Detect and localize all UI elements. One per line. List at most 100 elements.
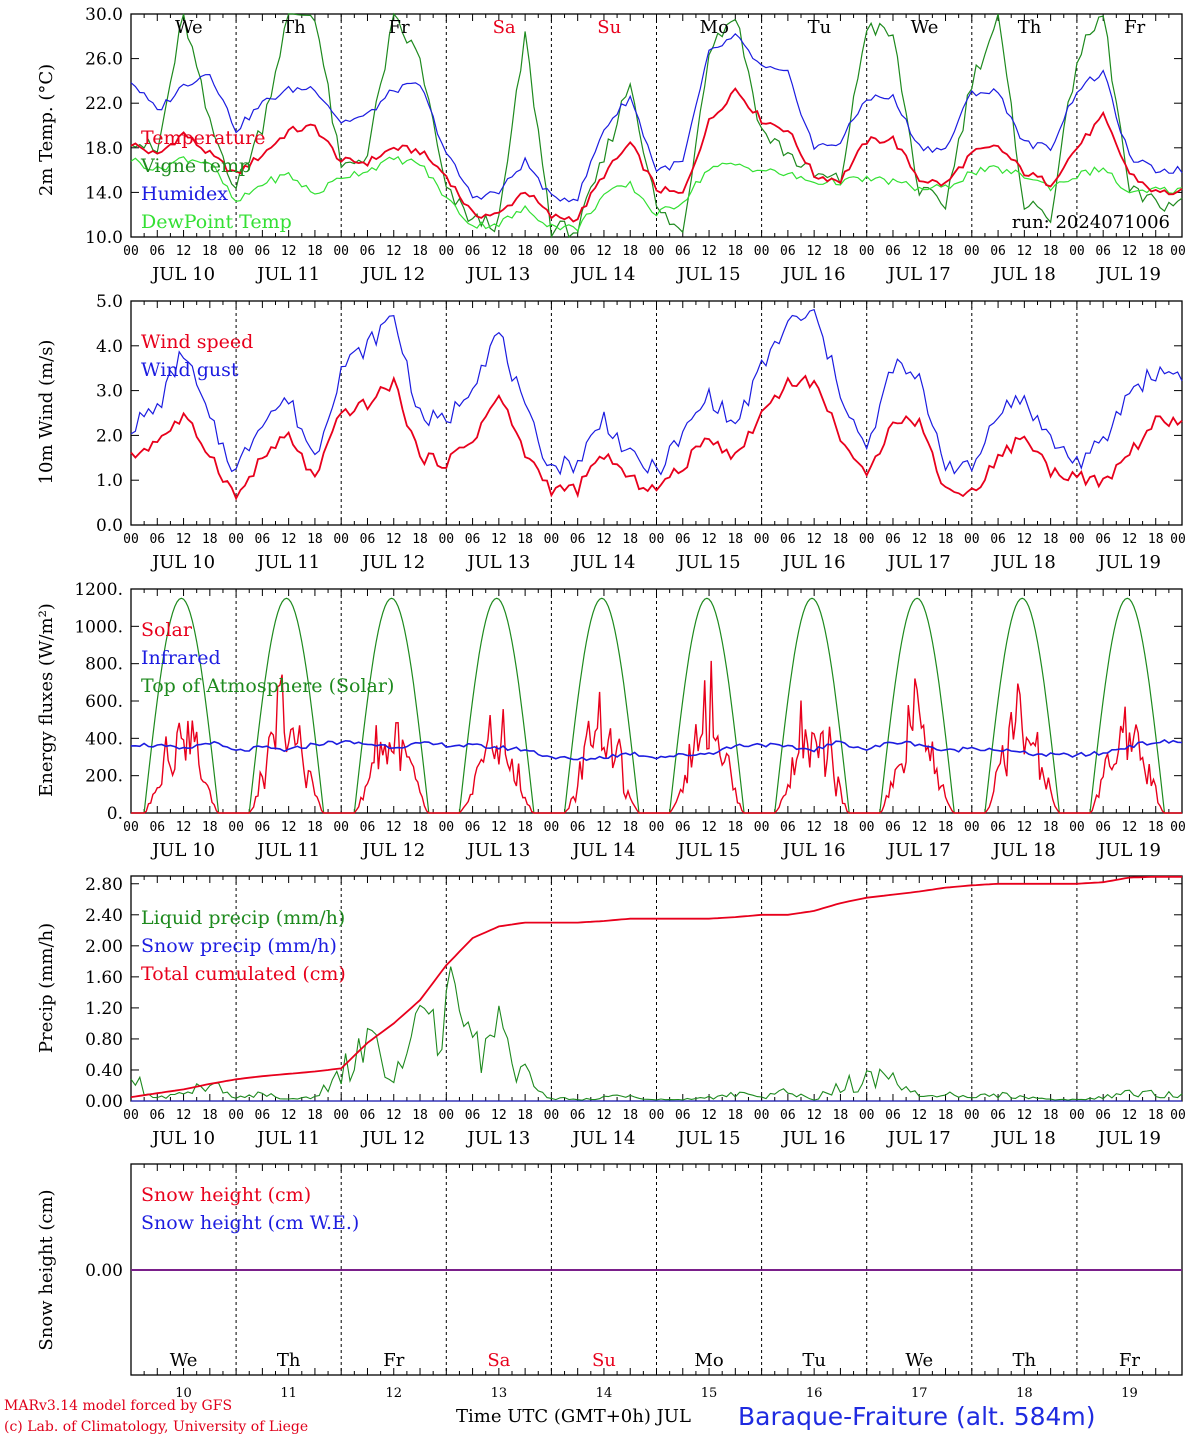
time-axis-label: Time UTC (GMT+0h) JUL (456, 1406, 691, 1427)
hour-tick-label: 00 (754, 532, 770, 547)
hour-tick-label: 12 (1122, 244, 1138, 259)
series-line-solar (131, 660, 1182, 814)
hour-tick-label: 12 (281, 820, 297, 835)
day-of-week-label: We (911, 17, 939, 38)
hour-tick-label: 18 (938, 532, 954, 547)
legend-entry: Total cumulated (cm) (141, 963, 346, 985)
legend-entry: DewPoint Temp (141, 211, 292, 233)
date-label: JUL 11 (255, 840, 320, 861)
legend-entry: Snow precip (mm/h) (141, 935, 337, 957)
hour-tick-label: 06 (465, 244, 481, 259)
hour-tick-label: 18 (1148, 532, 1164, 547)
hour-tick-label: 00 (438, 244, 454, 259)
date-label: JUL 18 (991, 1128, 1056, 1149)
day-of-week-label: Fr (1119, 1350, 1140, 1371)
hour-tick-label: 00 (123, 532, 139, 547)
day-of-week-label: Fr (383, 1350, 404, 1371)
hour-tick-label: 00 (544, 244, 560, 259)
date-label: JUL 11 (255, 552, 320, 573)
date-label: JUL 11 (255, 264, 320, 285)
hour-tick-label: 12 (911, 820, 927, 835)
hour-tick-label: 12 (491, 820, 507, 835)
hour-tick-label: 06 (1095, 1108, 1111, 1123)
day-number-label: 16 (806, 1386, 823, 1400)
y-tick-label: 0.40 (85, 1061, 123, 1081)
hour-tick-label: 00 (1069, 532, 1085, 547)
date-label: JUL 13 (465, 552, 530, 573)
hour-tick-label: 18 (1148, 1108, 1164, 1123)
date-label: JUL 13 (465, 840, 530, 861)
date-label: JUL 12 (360, 840, 425, 861)
hour-tick-label: 06 (255, 532, 271, 547)
hour-tick-label: 00 (544, 1108, 560, 1123)
hour-tick-label: 18 (727, 532, 743, 547)
hour-tick-label: 00 (649, 244, 665, 259)
panel-frame (130, 588, 1183, 814)
hour-tick-label: 06 (990, 532, 1006, 547)
date-label: JUL 16 (781, 840, 846, 861)
legend-entry: Vigne temp (140, 155, 251, 177)
y-tick-label: 30.0 (85, 5, 123, 25)
y-tick-label: 0. (107, 804, 123, 824)
hour-tick-label: 06 (780, 532, 796, 547)
date-label: JUL 16 (781, 552, 846, 573)
date-label: JUL 19 (1096, 264, 1161, 285)
hour-tick-label: 12 (1122, 820, 1138, 835)
hour-tick-label: 00 (859, 244, 875, 259)
y-axis-label: 2m Temp. (°C) (36, 64, 57, 196)
hour-tick-label: 12 (701, 820, 717, 835)
date-label: JUL 17 (886, 840, 951, 861)
hour-tick-label: 06 (149, 1108, 165, 1123)
date-label: JUL 16 (781, 1128, 846, 1149)
y-tick-label: 1200. (74, 580, 123, 600)
legend-entry: Infrared (141, 647, 221, 669)
day-of-week-label: Th (282, 17, 306, 38)
legend-entry: Wind speed (141, 331, 253, 353)
hour-tick-label: 12 (596, 820, 612, 835)
hour-tick-label: 00 (1170, 532, 1186, 547)
y-tick-label: 1.60 (85, 968, 123, 988)
y-tick-label: 2.00 (85, 937, 123, 957)
hour-tick-label: 18 (517, 244, 533, 259)
hour-tick-label: 06 (149, 532, 165, 547)
date-label: JUL 10 (150, 1128, 215, 1149)
y-tick-label: 3.0 (96, 382, 123, 402)
y-tick-label: 600. (85, 692, 123, 712)
y-tick-label: 18.0 (85, 139, 123, 159)
date-label: JUL 15 (676, 264, 741, 285)
hour-tick-label: 06 (675, 244, 691, 259)
hour-tick-label: 06 (149, 820, 165, 835)
hour-tick-label: 12 (491, 1108, 507, 1123)
y-tick-label: 0.00 (85, 1092, 123, 1112)
y-tick-label: 0.00 (85, 1261, 123, 1281)
hour-tick-label: 06 (780, 820, 796, 835)
day-number-label: 18 (1016, 1386, 1033, 1400)
hour-tick-label: 12 (1122, 1108, 1138, 1123)
legend-entry: Solar (141, 619, 193, 641)
day-of-week-label: Mo (700, 17, 729, 38)
hour-tick-label: 12 (176, 532, 192, 547)
hour-tick-label: 12 (176, 820, 192, 835)
hour-tick-label: 12 (701, 532, 717, 547)
date-label: JUL 17 (886, 264, 951, 285)
hour-tick-label: 00 (544, 532, 560, 547)
series-line-dewpoint-temp (130, 155, 1183, 232)
hour-tick-label: 12 (596, 244, 612, 259)
series-line-total-cumulated-cm- (130, 875, 1182, 1098)
y-tick-label: 400. (85, 729, 123, 749)
hour-tick-label: 12 (1017, 244, 1033, 259)
day-of-week-label: Mo (694, 1350, 723, 1371)
hour-tick-label: 12 (176, 1108, 192, 1123)
hour-tick-label: 18 (622, 244, 638, 259)
hour-tick-label: 06 (255, 244, 271, 259)
hour-tick-label: 00 (1069, 820, 1085, 835)
date-label: JUL 17 (886, 1128, 951, 1149)
day-of-week-label: Sa (487, 1350, 510, 1371)
hour-tick-label: 18 (833, 820, 849, 835)
hour-tick-label: 06 (465, 1108, 481, 1123)
hour-tick-label: 06 (465, 820, 481, 835)
hour-tick-label: 12 (1017, 1108, 1033, 1123)
y-tick-label: 1.20 (85, 999, 123, 1019)
legend-entry: Snow height (cm W.E.) (141, 1212, 359, 1234)
date-label: JUL 14 (570, 1128, 635, 1149)
